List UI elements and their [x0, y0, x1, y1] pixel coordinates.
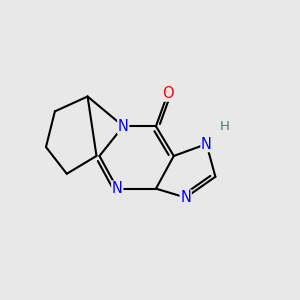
Text: N: N	[112, 181, 123, 196]
Text: N: N	[201, 136, 212, 152]
Text: H: H	[219, 120, 229, 133]
Text: O: O	[162, 86, 174, 101]
Text: N: N	[180, 190, 191, 205]
Text: N: N	[118, 119, 129, 134]
